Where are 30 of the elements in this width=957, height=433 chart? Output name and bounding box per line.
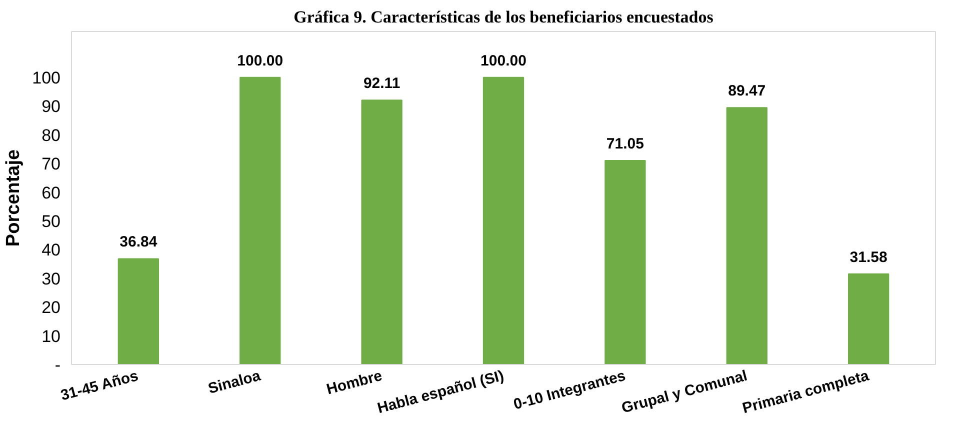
chart-title: Gráfica 9. Características de los beneficiarios encuestados bbox=[294, 8, 714, 26]
x-tick-label: 31-45 Años bbox=[58, 367, 140, 404]
y-tick-label: 80 bbox=[42, 126, 61, 145]
x-tick-label: Sinaloa bbox=[206, 367, 263, 398]
bar bbox=[240, 76, 281, 364]
y-tick-label: 30 bbox=[42, 269, 61, 288]
y-tick-label: 100 bbox=[32, 68, 61, 88]
data-label: 71.05 bbox=[606, 136, 644, 153]
data-label: 100.00 bbox=[480, 52, 526, 70]
y-tick-label: 10 bbox=[42, 326, 61, 346]
bar bbox=[848, 273, 890, 364]
y-tick-label: 60 bbox=[42, 183, 61, 202]
x-tick-label: Hombre bbox=[324, 367, 384, 398]
bar bbox=[604, 160, 646, 364]
data-label: 31.58 bbox=[850, 248, 888, 266]
y-tick-label: - bbox=[54, 356, 61, 374]
data-label: 100.00 bbox=[237, 52, 284, 70]
y-tick-label: 40 bbox=[42, 240, 61, 260]
y-tick-label: 50 bbox=[42, 212, 61, 231]
y-axis-title: Porcentaje bbox=[3, 149, 24, 247]
bar bbox=[726, 107, 768, 364]
bar bbox=[118, 258, 160, 364]
data-label: 89.47 bbox=[728, 82, 766, 100]
y-tick-label: 20 bbox=[42, 298, 61, 318]
data-label: 36.84 bbox=[120, 234, 158, 251]
y-tick-label: 70 bbox=[42, 154, 61, 174]
bar bbox=[361, 100, 402, 364]
data-label: 92.11 bbox=[363, 75, 400, 92]
bar bbox=[482, 76, 524, 364]
y-tick-label: 90 bbox=[42, 97, 61, 116]
